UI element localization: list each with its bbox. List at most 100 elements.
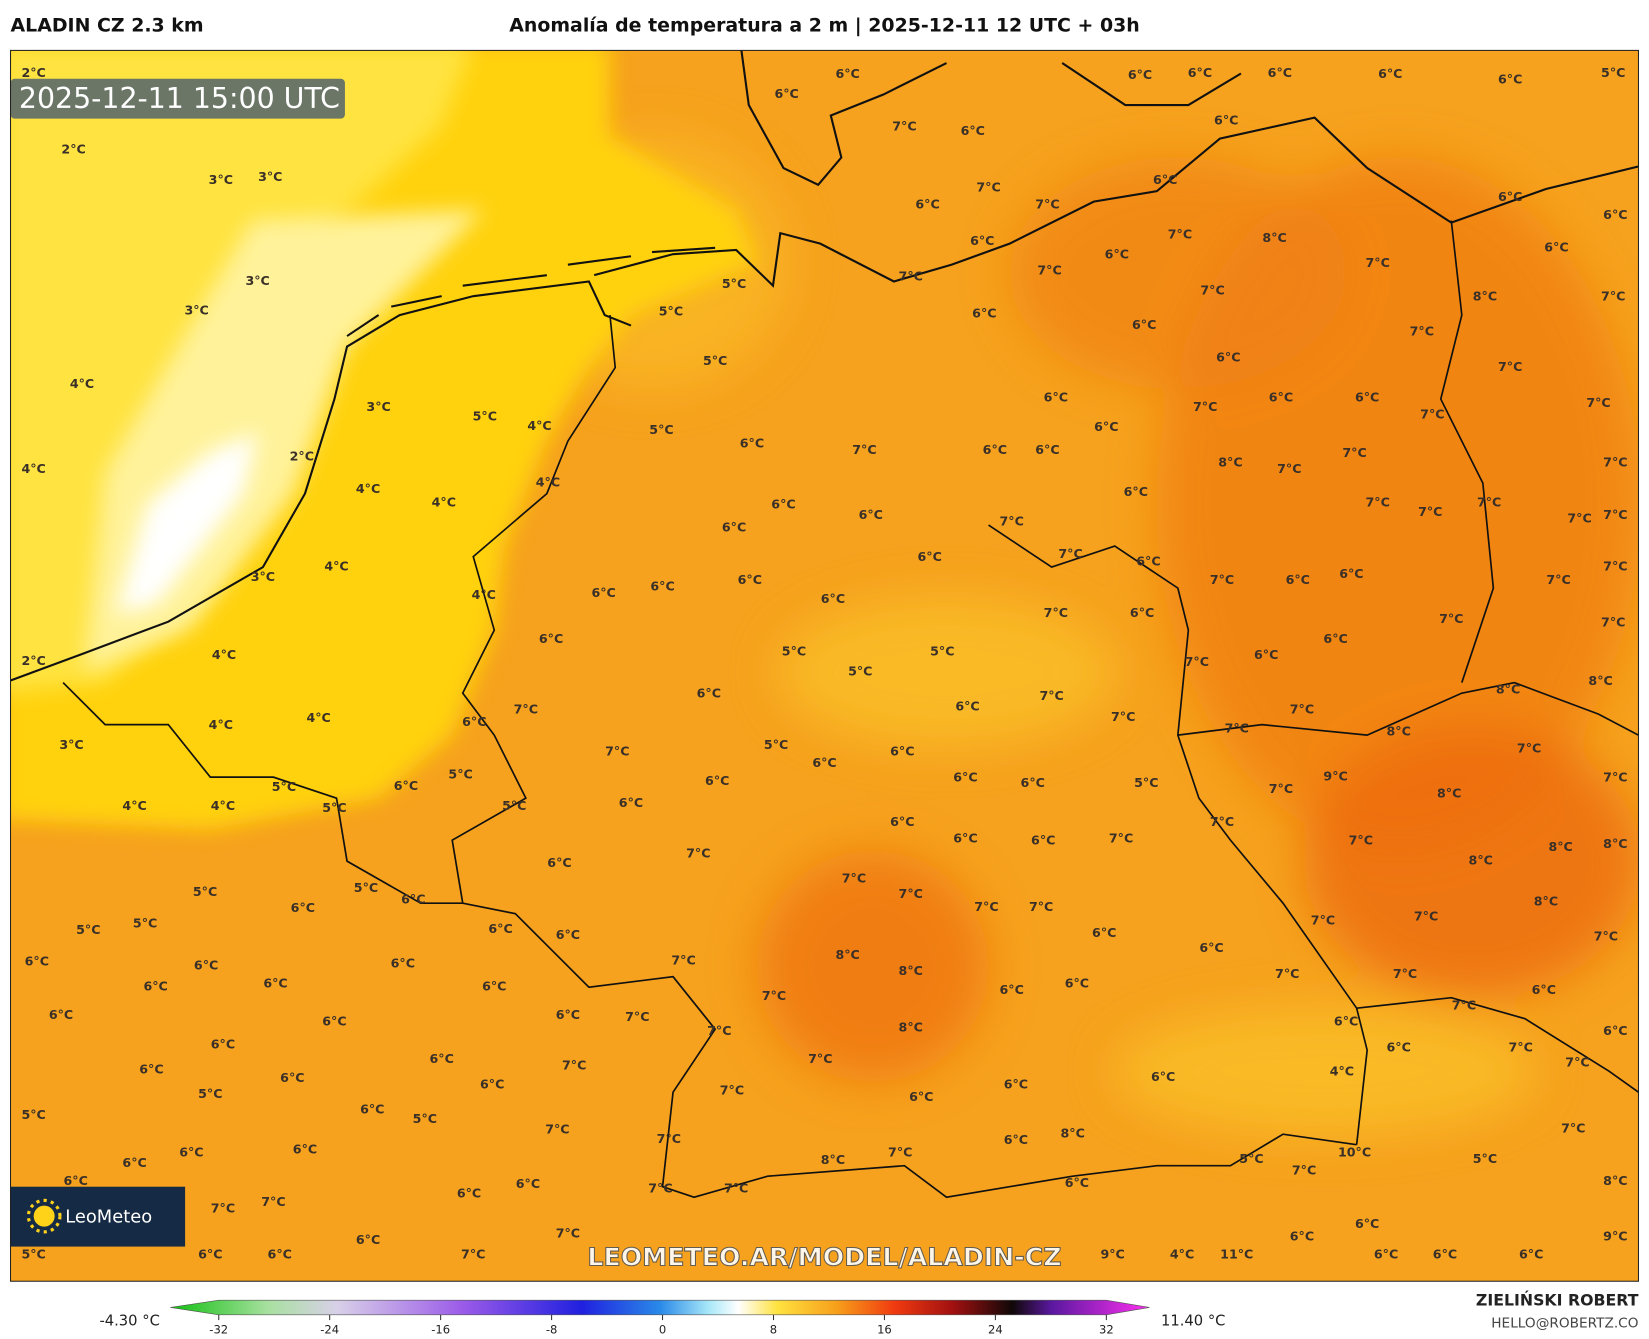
temperature-label: 7°C	[1035, 196, 1059, 211]
temperature-label: 7°C	[1565, 1054, 1589, 1069]
temperature-label: 5°C	[413, 1111, 437, 1126]
temperature-label: 6°C	[859, 507, 883, 522]
temperature-label: 11°C	[1220, 1246, 1253, 1261]
temperature-label: 7°C	[1109, 831, 1133, 846]
temperature-label: 5°C	[782, 644, 806, 659]
temperature-label: 6°C	[983, 442, 1007, 457]
border	[1177, 681, 1639, 1093]
temperature-label: 7°C	[1000, 513, 1024, 528]
temperature-label: 6°C	[1286, 572, 1310, 587]
border	[451, 314, 1357, 1199]
temperature-label: 7°C	[1290, 701, 1314, 716]
temperature-label: 5°C	[703, 353, 727, 368]
temperature-label: 5°C	[21, 1107, 45, 1122]
temperature-label: 6°C	[650, 579, 674, 594]
temperature-label: 5°C	[502, 798, 526, 813]
temperature-label: 7°C	[1410, 323, 1434, 338]
warm-area	[757, 850, 989, 1082]
temperature-label: 6°C	[280, 1070, 304, 1085]
temperature-label: 6°C	[1000, 982, 1024, 997]
temperature-label: 6°C	[488, 921, 512, 936]
temperature-label: 8°C	[1437, 785, 1461, 800]
temperature-label: 8°C	[1262, 230, 1286, 245]
temperature-label: 2°C	[61, 142, 85, 157]
colorbar	[170, 1299, 1150, 1316]
temperature-label: 6°C	[482, 979, 506, 994]
temperature-label: 6°C	[556, 1007, 580, 1022]
temperature-label: 6°C	[619, 795, 643, 810]
temperature-label: 7°C	[976, 179, 1000, 194]
temperature-label: 7°C	[1414, 908, 1438, 923]
temperature-label: 7°C	[1498, 359, 1522, 374]
temperature-label: 6°C	[293, 1141, 317, 1156]
temperature-label: 7°C	[899, 886, 923, 901]
temperature-label: 9°C	[1603, 1229, 1627, 1244]
temperature-label: 8°C	[821, 1152, 845, 1167]
temperature-label: 7°C	[1586, 395, 1610, 410]
temperature-label: 7°C	[545, 1122, 569, 1137]
temperature-label: 6°C	[1323, 631, 1347, 646]
temperature-label: 6°C	[1136, 553, 1160, 568]
temperature-label: 7°C	[1603, 770, 1627, 785]
temperature-label: 6°C	[401, 892, 425, 907]
temperature-label: 4°C	[472, 587, 496, 602]
temperature-label: 6°C	[1374, 1246, 1398, 1261]
temperature-label: 7°C	[1477, 495, 1501, 510]
temperature-label: 4°C	[536, 475, 560, 490]
temperature-label: 6°C	[516, 1176, 540, 1191]
temperature-label: 7°C	[1546, 572, 1570, 587]
temperature-label: 6°C	[49, 1007, 73, 1022]
temperature-label: 5°C	[659, 303, 683, 318]
temperature-label: 6°C	[1065, 1175, 1089, 1190]
colorbar-tick-label: -16	[431, 1323, 450, 1337]
temperature-label: 4°C	[70, 376, 94, 391]
temperature-label: 6°C	[812, 755, 836, 770]
temperature-label: 8°C	[1603, 1173, 1627, 1188]
border	[62, 220, 1495, 905]
temperature-label: 6°C	[970, 233, 994, 248]
temperature-label: 7°C	[1292, 1162, 1316, 1177]
temperature-label: 2°C	[21, 653, 45, 668]
temperature-label: 5°C	[1134, 775, 1158, 790]
colorbar-tick-label: -32	[209, 1323, 228, 1337]
temperature-label: 5°C	[448, 767, 472, 782]
temperature-label: 5°C	[76, 922, 100, 937]
temperature-label: 6°C	[1519, 1246, 1543, 1261]
temperature-label: 7°C	[1210, 572, 1234, 587]
temperature-label: 7°C	[974, 899, 998, 914]
valid-time: 2025-12-11 15:00 UTC	[19, 82, 340, 115]
temperature-label: 7°C	[562, 1057, 586, 1072]
temperature-label: 7°C	[1418, 504, 1442, 519]
warm-area	[1009, 157, 1347, 389]
temperature-label: 7°C	[556, 1225, 580, 1240]
temperature-label: 3°C	[245, 273, 269, 288]
temperature-label: 8°C	[899, 963, 923, 978]
temperature-label: 10°C	[1338, 1145, 1371, 1160]
temperature-label: 7°C	[514, 701, 538, 716]
temperature-label: 2°C	[290, 448, 314, 463]
temperature-label: 7°C	[1439, 611, 1463, 626]
temperature-label: 7°C	[1517, 740, 1541, 755]
temperature-label: 7°C	[1225, 720, 1249, 735]
temperature-label: 5°C	[848, 664, 872, 679]
temperature-label: 5°C	[322, 800, 346, 815]
temperature-label: 4°C	[527, 418, 551, 433]
model-name: ALADIN CZ 2.3 km	[11, 15, 204, 37]
temperature-label: 5°C	[930, 644, 954, 659]
temperature-label: 5°C	[354, 880, 378, 895]
temperature-label: 7°C	[1168, 227, 1192, 242]
temperature-label: 7°C	[1561, 1120, 1585, 1135]
temperature-label: 7°C	[1601, 614, 1625, 629]
temperature-label: 7°C	[686, 845, 710, 860]
temperature-label: 6°C	[1031, 833, 1055, 848]
logo-sun	[33, 1205, 55, 1227]
temperature-label: 6°C	[774, 86, 798, 101]
colorbar-tick-label: 0	[659, 1323, 666, 1337]
temperature-label: 6°C	[291, 900, 315, 915]
temperature-label: 7°C	[707, 1023, 731, 1038]
temperature-label: 6°C	[955, 698, 979, 713]
temperature-label: 6°C	[1544, 239, 1568, 254]
temperature-label: 6°C	[1004, 1076, 1028, 1091]
